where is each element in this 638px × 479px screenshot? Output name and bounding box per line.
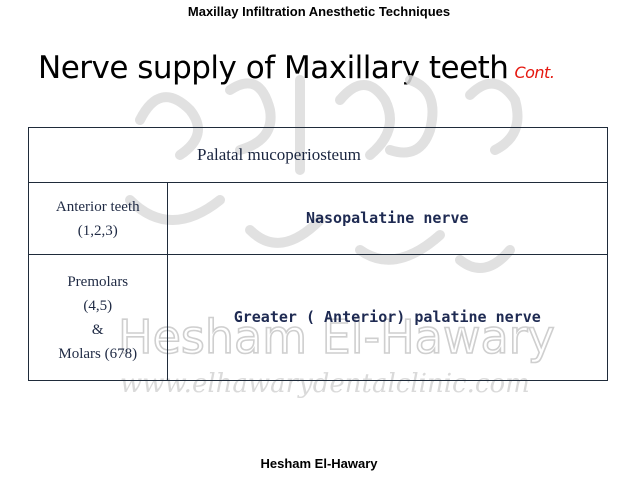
nerve-cell: Nasopalatine nerve: [166, 182, 608, 255]
header-spacer-cell: [28, 127, 167, 183]
teeth-line: Premolars: [67, 273, 129, 290]
nerve-supply-table: Palatal mucoperiosteum Anterior teeth (1…: [28, 127, 608, 381]
slide-header: Maxillay Infiltration Anesthetic Techniq…: [187, 4, 451, 19]
slide-title: Nerve supply of Maxillary teeth Cont.: [38, 50, 555, 86]
teeth-cell: Premolars (4,5) & Molars (678): [28, 254, 168, 381]
teeth-line: Anterior teeth: [55, 198, 140, 215]
nerve-cell: Greater ( Anterior) palatine nerve: [166, 254, 608, 381]
table-row: Anterior teeth (1,2,3) Nasopalatine nerv…: [28, 182, 608, 255]
teeth-line: (1,2,3): [77, 222, 118, 239]
nerve-name: Nasopalatine nerve: [305, 209, 469, 227]
header-cell: Palatal mucoperiosteum: [167, 127, 608, 183]
palatal-header: Palatal mucoperiosteum: [197, 145, 361, 165]
title-cont: Cont.: [514, 63, 555, 82]
table-header-row: Palatal mucoperiosteum: [28, 127, 608, 183]
nerve-name: Greater ( Anterior) palatine nerve: [233, 308, 541, 326]
teeth-line: &: [91, 321, 104, 338]
teeth-line: Molars (678): [58, 345, 138, 362]
teeth-line: (4,5): [83, 297, 113, 314]
table-row: Premolars (4,5) & Molars (678) Greater (…: [28, 254, 608, 381]
slide-footer: Hesham El-Hawary: [260, 456, 378, 471]
teeth-cell: Anterior teeth (1,2,3): [28, 182, 168, 255]
title-main: Nerve supply of Maxillary teeth: [38, 50, 509, 86]
